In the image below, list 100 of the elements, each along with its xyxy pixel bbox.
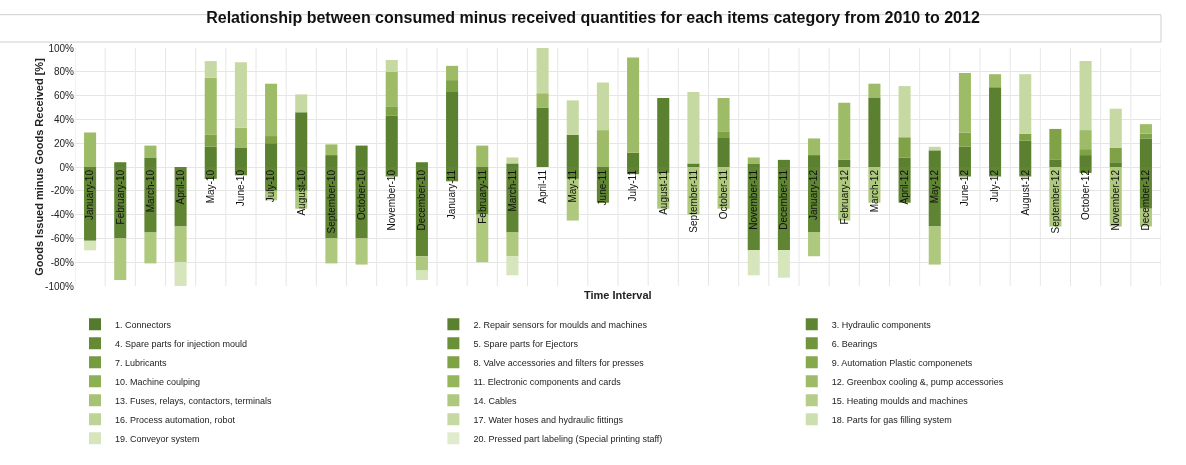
bar <box>928 226 941 265</box>
legend-label: 13. Fuses, relays, contactors, terminals <box>115 395 273 406</box>
bar <box>868 83 881 98</box>
y-tick-label: -40% <box>50 209 75 221</box>
legend-label: 3. Hydraulic components <box>831 319 932 330</box>
x-tick-label: January-11 <box>446 169 458 220</box>
bar <box>204 134 217 147</box>
bar <box>144 145 157 158</box>
bar <box>989 74 1002 88</box>
bar <box>717 131 730 138</box>
x-tick-label: June-10 <box>235 169 247 207</box>
x-axis-title: Time Interval <box>584 289 652 301</box>
bar <box>446 80 459 93</box>
legend-label: 2. Repair sensors for moulds and machines <box>473 319 648 330</box>
bar <box>234 62 247 128</box>
bar <box>174 262 187 286</box>
x-tick-label: September-10 <box>325 169 337 234</box>
bar <box>868 97 881 167</box>
bar <box>325 144 338 156</box>
x-tick-label: April-11 <box>536 169 548 204</box>
legend-label: 1. Connectors <box>115 319 172 330</box>
x-tick-label: August-11 <box>657 169 669 215</box>
legend-label: 12. Greenbox cooling &, pump accessories <box>831 376 1004 387</box>
y-tick-label: 60% <box>53 90 75 102</box>
bar <box>234 127 247 148</box>
x-tick-label: May-12 <box>929 169 940 204</box>
legend-label: 9. Automation Plastic componenets <box>831 357 973 368</box>
y-tick-label: -100% <box>45 280 75 292</box>
bar <box>838 102 851 160</box>
bar <box>777 250 790 278</box>
bar <box>1049 159 1062 167</box>
bar <box>174 226 187 263</box>
x-tick-label: May-10 <box>205 169 216 204</box>
x-tick-label: October-10 <box>355 169 367 221</box>
bar <box>717 137 730 167</box>
bar <box>476 145 489 167</box>
x-tick-label: April-12 <box>898 169 910 205</box>
bar <box>1109 147 1122 163</box>
legend-label: 20. Pressed part labeling (Special printing staff) <box>473 433 663 444</box>
y-tick-label: -60% <box>50 232 75 244</box>
bar <box>536 48 549 94</box>
chart-title: Relationship between consumed minus received quantities for each items category from 2010 to 2012 <box>206 8 980 26</box>
bar <box>627 57 640 153</box>
legend-label: 10. Machine coulping <box>115 376 201 387</box>
bar <box>536 107 549 167</box>
x-tick-label: December-11 <box>778 169 790 230</box>
bar <box>808 232 821 257</box>
bar <box>596 82 609 131</box>
x-tick-label: November-10 <box>386 169 397 231</box>
x-tick-label: February-12 <box>838 169 850 225</box>
legend-label: 18. Parts for gas filling system <box>831 414 952 425</box>
x-tick-label: February-11 <box>476 169 488 224</box>
legend-label: 6. Bearings <box>831 338 878 349</box>
bar <box>898 137 911 158</box>
x-tick-label: May-11 <box>567 169 578 203</box>
bar <box>1109 108 1122 148</box>
x-tick-label: July-12 <box>989 169 1001 203</box>
y-tick-label: 20% <box>53 137 75 149</box>
x-tick-label: November-12 <box>1110 169 1121 231</box>
x-tick-label: February-10 <box>114 169 126 225</box>
bar <box>295 94 308 113</box>
x-tick-label: April-10 <box>174 169 186 205</box>
x-tick-label: January-10 <box>84 169 96 221</box>
bar <box>1109 162 1122 167</box>
y-tick-label: -20% <box>50 185 75 197</box>
legend-label: 17. Water hoses and hydraulic fittings <box>473 414 624 425</box>
x-tick-label: June-11 <box>597 169 609 206</box>
y-tick-label: 100% <box>48 42 75 54</box>
bar <box>536 93 549 108</box>
x-tick-label: July-10 <box>265 169 277 203</box>
bar <box>566 100 579 135</box>
bar <box>898 86 911 138</box>
x-tick-label: March-10 <box>144 169 156 213</box>
legend-label: 16. Process automation, robot <box>115 414 236 425</box>
bar <box>808 138 821 156</box>
y-tick-label: 0% <box>59 161 75 173</box>
bar <box>265 136 278 144</box>
bar <box>325 238 338 264</box>
bar <box>1019 74 1032 134</box>
bar <box>596 130 609 167</box>
legend-label: 11. Electronic components and cards <box>473 376 622 387</box>
bar <box>1079 61 1092 131</box>
bar <box>838 159 851 167</box>
bar <box>958 132 971 147</box>
legend-label: 4. Spare parts for injection mould <box>115 338 248 349</box>
bar <box>1049 128 1062 160</box>
bar <box>687 92 700 164</box>
bar <box>717 97 730 132</box>
y-tick-label: -80% <box>50 256 75 268</box>
legend-label: 7. Lubricants <box>115 357 168 368</box>
bar <box>265 83 278 137</box>
y-axis-title: Goods Issued minus Goods Received [%] <box>33 57 45 276</box>
bar <box>385 106 398 116</box>
y-tick-label: 80% <box>53 66 75 78</box>
x-tick-label: August-10 <box>295 169 307 216</box>
x-tick-label: September-12 <box>1049 169 1061 234</box>
bar <box>446 65 459 81</box>
bar <box>1079 130 1092 150</box>
x-tick-label: July-11 <box>627 169 639 202</box>
x-tick-label: June-12 <box>959 169 971 207</box>
